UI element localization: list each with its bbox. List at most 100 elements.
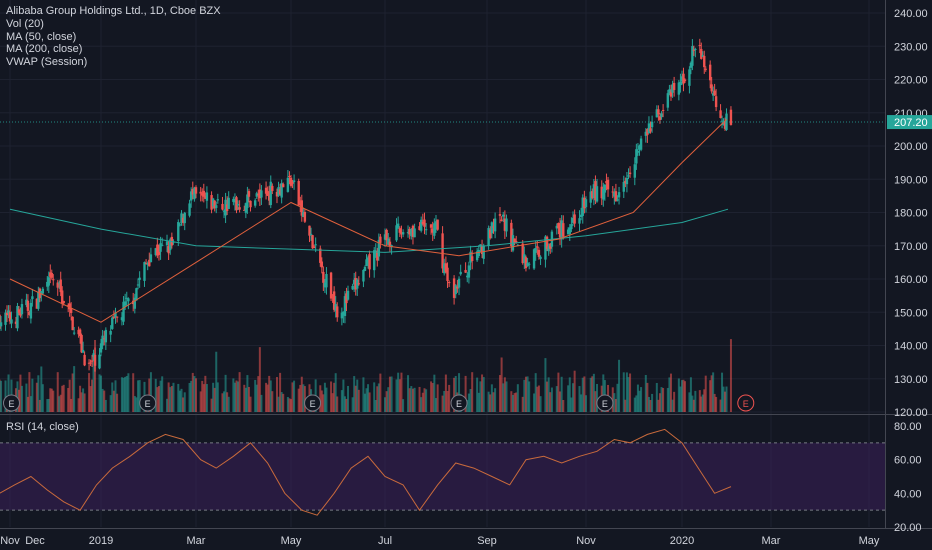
candle-body bbox=[661, 109, 665, 111]
volume-bar bbox=[260, 394, 263, 412]
volume-bar bbox=[226, 392, 229, 412]
candle-body bbox=[199, 191, 202, 194]
volume-bar bbox=[91, 379, 94, 412]
candle-body bbox=[311, 235, 314, 249]
candle-body bbox=[363, 266, 367, 271]
candle-body bbox=[584, 199, 588, 208]
candle-body bbox=[581, 197, 584, 216]
candle-body bbox=[31, 296, 34, 300]
candle-body bbox=[635, 149, 638, 164]
candle-body bbox=[600, 186, 603, 199]
volume-bar bbox=[580, 394, 583, 412]
volume-bar bbox=[660, 387, 663, 412]
volume-bar bbox=[698, 390, 701, 412]
candle-body bbox=[325, 273, 328, 288]
candle-body bbox=[332, 291, 336, 310]
volume-bar bbox=[94, 339, 97, 412]
volume-bar bbox=[351, 397, 354, 412]
candle-body bbox=[694, 48, 697, 50]
candle-body bbox=[583, 197, 586, 209]
legend-ma200[interactable]: MA (200, close) bbox=[6, 43, 83, 55]
volume-bar bbox=[546, 381, 549, 412]
candle-body bbox=[297, 180, 300, 206]
candle-body bbox=[188, 203, 191, 216]
candle-body bbox=[558, 223, 562, 238]
rsi-tick-label: 80.00 bbox=[894, 421, 922, 433]
earnings-label: E bbox=[145, 399, 151, 409]
candle-body bbox=[0, 314, 1, 329]
rsi-legend[interactable]: RSI (14, close) bbox=[6, 421, 79, 433]
candle-body bbox=[308, 225, 311, 236]
candle-body bbox=[562, 223, 565, 237]
volume-bar bbox=[713, 393, 716, 412]
legend-ma50[interactable]: MA (50, close) bbox=[6, 30, 77, 43]
candle-body bbox=[688, 69, 691, 86]
candle-body bbox=[122, 301, 125, 322]
candle-body bbox=[377, 239, 381, 257]
volume-bar bbox=[124, 376, 127, 412]
rsi-tick-label: 60.00 bbox=[894, 455, 922, 467]
legend-volume[interactable]: Vol (20) bbox=[6, 18, 44, 30]
candle-body bbox=[334, 304, 337, 311]
volume-bar bbox=[67, 387, 70, 412]
candle-body bbox=[267, 191, 271, 201]
candle-body bbox=[282, 184, 285, 188]
candle-body bbox=[544, 236, 547, 260]
candle-body bbox=[37, 292, 40, 309]
candle-body bbox=[123, 301, 127, 306]
earnings-marker: E bbox=[596, 394, 614, 412]
price-tick-label: 180.00 bbox=[894, 208, 928, 220]
candle-body bbox=[555, 225, 558, 229]
volume-bar bbox=[536, 386, 539, 412]
volume-bar bbox=[490, 384, 493, 412]
volume-bar bbox=[205, 384, 208, 412]
candle-body bbox=[77, 329, 80, 335]
volume-bar bbox=[101, 388, 104, 412]
candle-body bbox=[490, 222, 494, 234]
candle-body bbox=[312, 246, 316, 249]
volume-bar bbox=[133, 396, 136, 412]
candle-body bbox=[515, 241, 518, 243]
candle-body bbox=[457, 278, 461, 288]
candle-body bbox=[352, 279, 356, 285]
legend-vwap[interactable]: VWAP (Session) bbox=[6, 55, 88, 68]
candle-body bbox=[683, 79, 687, 82]
candle-body bbox=[292, 180, 296, 183]
volume-bar bbox=[638, 390, 641, 412]
candle-body bbox=[611, 191, 614, 193]
candle-body bbox=[639, 138, 643, 150]
candle-body bbox=[713, 90, 716, 96]
volume-bar bbox=[353, 376, 356, 412]
volume-bar bbox=[157, 386, 160, 412]
candle-body bbox=[28, 311, 31, 315]
volume-bar bbox=[190, 380, 193, 412]
volume-bar bbox=[616, 383, 619, 412]
candle-body bbox=[213, 200, 216, 209]
chart-title[interactable]: Alibaba Group Holdings Ltd., 1D, Cboe BZ… bbox=[6, 5, 221, 17]
candle-body bbox=[280, 183, 283, 198]
candle-body bbox=[539, 256, 542, 259]
candle-body bbox=[492, 226, 495, 228]
volume-bar bbox=[247, 386, 250, 412]
candle-body bbox=[532, 249, 536, 269]
candle-body bbox=[410, 229, 413, 237]
candle-body bbox=[650, 121, 654, 128]
rsi-line bbox=[0, 428, 732, 516]
price-tick-label: 160.00 bbox=[894, 274, 928, 286]
volume-bar bbox=[516, 384, 519, 412]
candle-body bbox=[87, 362, 91, 364]
candle-body bbox=[605, 180, 608, 184]
candle-body bbox=[700, 48, 703, 59]
candle-body bbox=[368, 254, 371, 270]
candle-body bbox=[578, 218, 581, 224]
candle-body bbox=[136, 284, 140, 286]
candle-body bbox=[498, 214, 502, 216]
volume-bar bbox=[411, 388, 414, 412]
candle-body bbox=[177, 222, 180, 242]
candle-body bbox=[557, 223, 560, 229]
candle-body bbox=[14, 321, 18, 324]
candle-body bbox=[331, 294, 334, 296]
volume-bar bbox=[613, 393, 616, 412]
